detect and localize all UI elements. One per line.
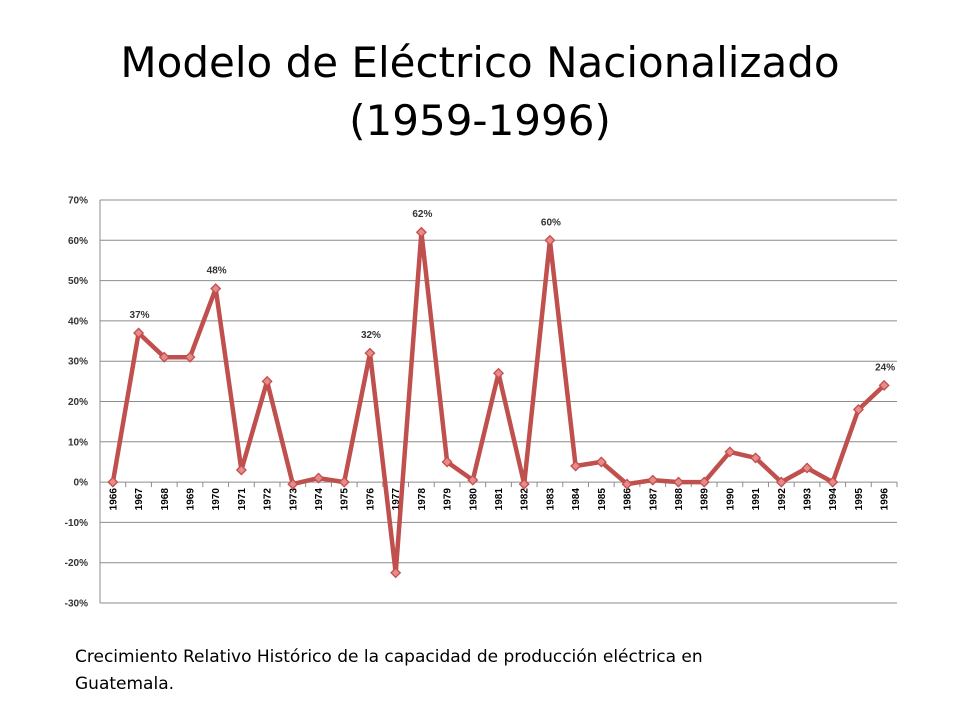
data-point [364, 347, 376, 359]
data-point [261, 375, 273, 387]
data-point [338, 476, 350, 488]
data-point [390, 567, 402, 579]
x-tick-label: 1980 [468, 488, 479, 511]
y-tick-label: 60% [68, 236, 88, 247]
x-tick-label: 1988 [674, 488, 685, 511]
y-tick-label: 50% [68, 276, 88, 287]
x-tick-label: 1967 [134, 488, 145, 511]
data-point [698, 476, 710, 488]
series-line [110, 229, 887, 576]
data-point [801, 462, 813, 474]
data-label: 48% [207, 266, 227, 277]
x-tick-label: 1966 [108, 488, 119, 511]
y-tick-label: 10% [68, 437, 88, 448]
x-tick-label: 1973 [288, 488, 299, 511]
x-tick-label: 1982 [520, 488, 531, 511]
slide-title-line1: Modelo de Eléctrico Nacionalizado [120, 38, 840, 87]
data-label: 32% [361, 330, 381, 341]
y-tick-label: 70% [68, 196, 88, 207]
x-tick-label: 1979 [443, 488, 454, 511]
y-tick-label: -20% [65, 558, 88, 569]
gridlines [99, 199, 898, 604]
data-point [518, 478, 530, 490]
x-tick-label: 1975 [340, 488, 351, 511]
x-tick-label: 1995 [854, 488, 865, 511]
data-point [544, 234, 556, 246]
y-tick-label: -10% [65, 518, 88, 529]
y-tick-label: -30% [65, 599, 88, 610]
data-point [441, 456, 453, 468]
data-point [852, 404, 864, 416]
data-point [570, 460, 582, 472]
data-point [158, 351, 170, 363]
data-point [467, 474, 479, 486]
x-tick-label: 1970 [211, 488, 222, 511]
data-point [184, 351, 196, 363]
slide-title: Modelo de Eléctrico Nacionalizado (1959-… [0, 34, 960, 150]
y-tick-label: 30% [68, 357, 88, 368]
data-point [235, 464, 247, 476]
x-tick-label: 1996 [880, 488, 891, 511]
data-point [621, 478, 633, 490]
data-point [492, 367, 505, 379]
data-point [595, 456, 607, 468]
data-point [724, 446, 736, 458]
x-tick-label: 1993 [803, 488, 814, 511]
data-label: 60% [541, 217, 561, 228]
data-point [647, 474, 659, 486]
x-tick-label: 1974 [314, 488, 325, 511]
chart-caption: Crecimiento Relativo Histórico de la cap… [75, 647, 703, 694]
data-point [133, 327, 145, 339]
data-point [750, 452, 762, 464]
x-tick-label: 1989 [700, 488, 711, 511]
x-tick-label: 1969 [185, 488, 196, 511]
x-tick-label: 1977 [391, 488, 402, 511]
series [107, 226, 890, 579]
y-tick-label: 20% [68, 397, 88, 408]
x-tick-label: 1994 [828, 488, 839, 511]
y-tick-label: 0% [74, 478, 89, 489]
data-point [107, 476, 119, 488]
data-label: 24% [875, 362, 895, 373]
y-axis-ticks: 70% 60% 50% 40% 30% 20% 10% 0% -10% -20% -30% [65, 196, 88, 610]
x-tick-label: 1968 [160, 488, 171, 511]
data-labels: 37% 48% 32% 62% 60% 24% [130, 209, 896, 373]
x-tick-label: 1972 [263, 488, 274, 511]
x-tick-label: 1981 [494, 488, 505, 511]
x-tick-label: 1976 [365, 488, 376, 511]
data-point [287, 478, 299, 490]
data-point [210, 283, 222, 295]
y-tick-label: 40% [68, 316, 88, 327]
slide-title-line2: (1959-1996) [349, 96, 611, 145]
x-tick-label: 1992 [777, 488, 788, 511]
data-point [415, 226, 427, 238]
data-point [313, 472, 325, 484]
x-axis-ticks: 1966 1967 1968 1969 1970 1971 1972 1973 1974 1975… [108, 488, 890, 511]
x-tick-label: 1985 [597, 488, 608, 511]
data-label: 37% [130, 310, 150, 321]
x-tick-label: 1991 [751, 488, 762, 511]
x-tick-label: 1987 [648, 488, 659, 511]
x-tick-label: 1983 [545, 488, 556, 511]
x-tick-label: 1971 [237, 488, 248, 511]
x-tick-label: 1978 [417, 488, 428, 511]
data-point [878, 379, 890, 391]
data-point [827, 476, 839, 488]
line-chart: 70% 60% 50% 40% 30% 20% 10% 0% -10% -20% -30% 1966… [65, 196, 898, 610]
data-point [775, 476, 787, 488]
x-tick-label: 1984 [571, 488, 582, 511]
data-point [672, 476, 684, 488]
x-tick-label: 1986 [623, 488, 634, 511]
data-label: 62% [412, 209, 432, 220]
x-tick-label: 1990 [725, 488, 736, 511]
